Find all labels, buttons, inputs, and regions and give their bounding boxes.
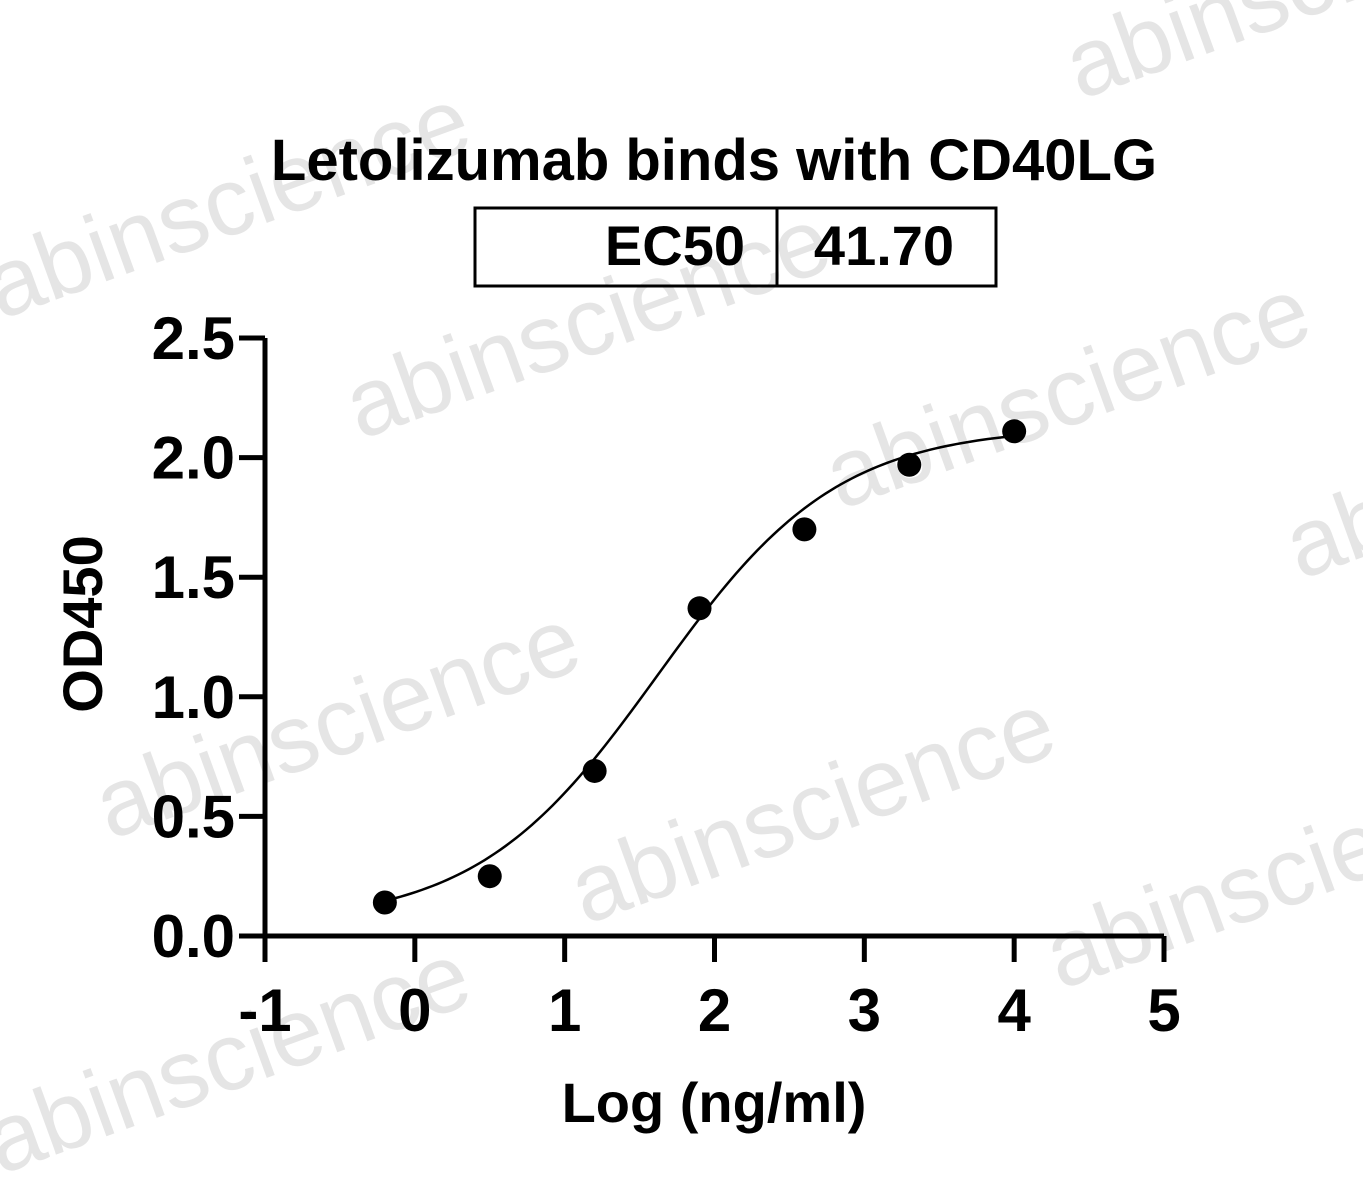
x-tick-label: 3 bbox=[848, 977, 881, 1044]
data-point bbox=[582, 758, 607, 783]
axes: 0.0 0.5 1.0 1.5 2.0 2.5 -1 0 1 2 3 4 5 bbox=[152, 305, 1181, 1044]
ec50-table: EC50 41.70 bbox=[473, 206, 998, 288]
x-tick-label: 5 bbox=[1147, 977, 1180, 1044]
x-tick-label: 2 bbox=[698, 977, 731, 1044]
y-tick-label: 1.0 bbox=[152, 664, 235, 731]
x-tick-label: -1 bbox=[238, 977, 291, 1044]
x-tick-label: 4 bbox=[997, 977, 1031, 1044]
data-point bbox=[792, 517, 817, 542]
y-tick-label: 2.5 bbox=[152, 305, 235, 372]
y-tick-label: 1.5 bbox=[152, 544, 235, 611]
watermark-text: abinscience bbox=[1031, 736, 1363, 1010]
data-point bbox=[687, 596, 712, 621]
x-tick-label: 1 bbox=[548, 977, 581, 1044]
watermark-text: abinscience bbox=[0, 66, 484, 340]
data-point bbox=[372, 890, 397, 915]
watermark-text: abinscience bbox=[1051, 0, 1363, 120]
data-point bbox=[897, 452, 922, 477]
data-point bbox=[1002, 419, 1027, 444]
y-tick-label: 0.0 bbox=[152, 903, 235, 970]
y-axis-label: OD450 bbox=[51, 535, 114, 712]
ec50-label: EC50 bbox=[605, 214, 745, 277]
watermark-text: abinscience bbox=[0, 921, 484, 1182]
data-point bbox=[477, 864, 502, 889]
ec50-table-border bbox=[473, 206, 998, 288]
y-tick-label: 0.5 bbox=[152, 783, 235, 850]
x-axis-label: Log (ng/ml) bbox=[562, 1071, 867, 1134]
chart-title: Letolizumab binds with CD40LG bbox=[271, 128, 1157, 193]
data-points bbox=[372, 419, 1027, 915]
y-tick-label: 2.0 bbox=[152, 425, 235, 492]
watermark-text: abinscience bbox=[331, 186, 844, 460]
watermark-text: abinscience bbox=[811, 256, 1324, 530]
ec50-value: 41.70 bbox=[814, 214, 954, 277]
watermark-text: abinscience bbox=[556, 671, 1069, 945]
x-tick-label: 0 bbox=[398, 977, 431, 1044]
